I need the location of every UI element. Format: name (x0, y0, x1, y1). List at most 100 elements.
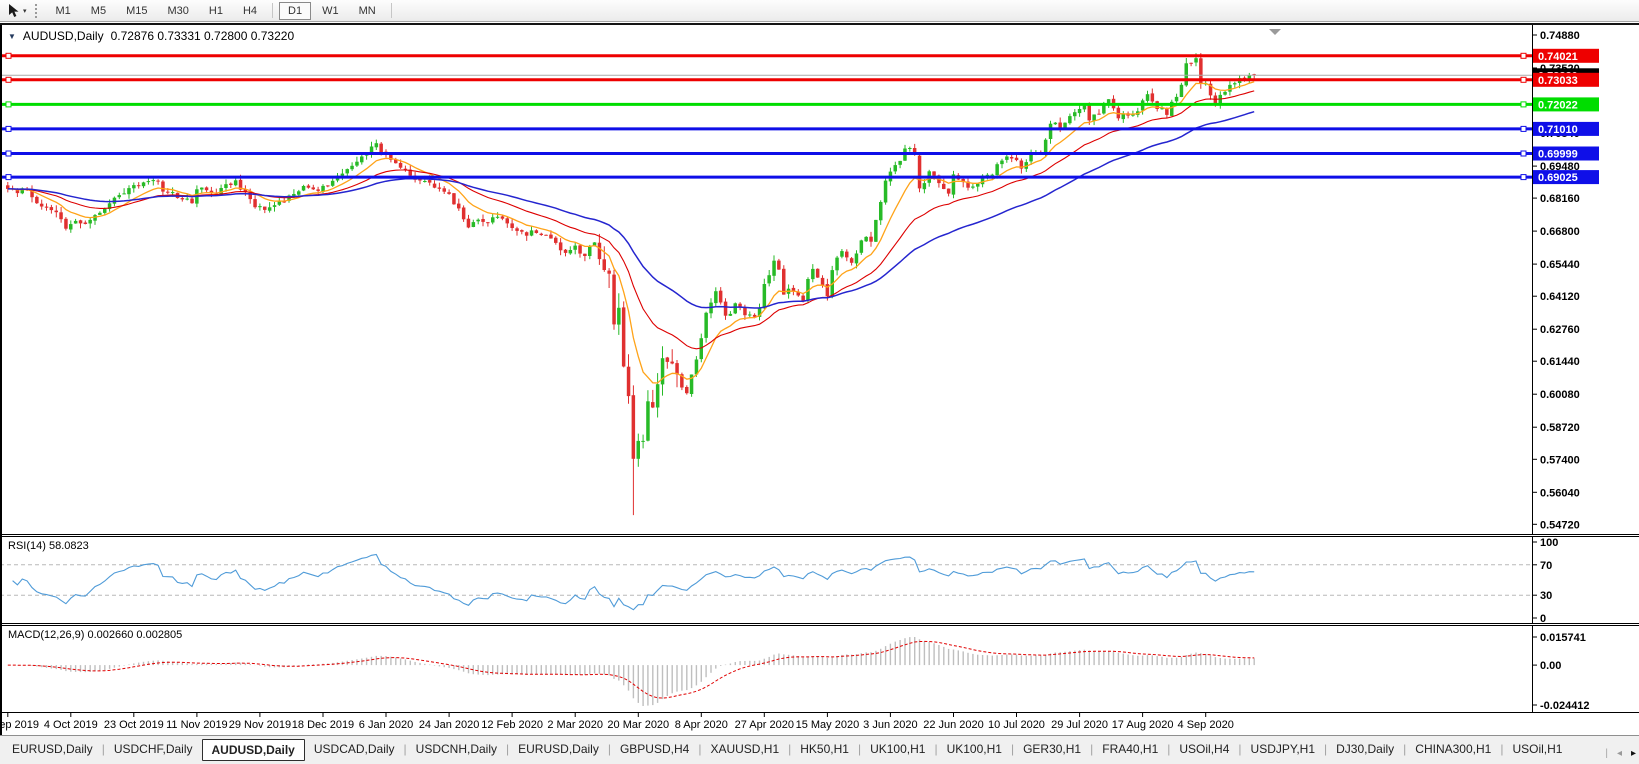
macd-axis-label: 0.015741 (1540, 632, 1586, 644)
scroll-tabs-right-icon[interactable]: ▸ (1630, 748, 1636, 759)
candle-body (204, 187, 209, 191)
collapse-triangle-icon[interactable]: ▼ (8, 31, 16, 41)
candle-body (796, 291, 800, 296)
ma-line-25 (7, 90, 1255, 350)
price-tag-label: 0.73033 (1538, 75, 1578, 87)
rsi-indicator-label: RSI(14) 58.0823 (8, 540, 89, 552)
candle-body (549, 234, 553, 239)
chart-tab-fra40-h1[interactable]: FRA40,H1 (1102, 742, 1159, 756)
chart-tab-dj30-daily[interactable]: DJ30,Daily (1336, 742, 1395, 756)
candle-body (59, 212, 63, 220)
chart-tab-usdjpy-h1[interactable]: USDJPY,H1 (1250, 742, 1316, 756)
level-handle[interactable] (5, 76, 12, 83)
chart-tab-usoil-h4[interactable]: USOil,H4 (1179, 742, 1230, 756)
chart-tab-uk100-h1[interactable]: UK100,H1 (946, 742, 1002, 756)
chart-tab-ger30-h1[interactable]: GER30,H1 (1023, 742, 1082, 756)
timeframe-button-m5[interactable]: M5 (90, 4, 107, 17)
chart-tab-usdcad-daily[interactable]: USDCAD,Daily (313, 742, 395, 756)
level-handle[interactable] (5, 174, 12, 181)
candle-body (573, 245, 577, 250)
timeframe-button-mn[interactable]: MN (358, 4, 376, 17)
tab-separator: | (1324, 742, 1328, 756)
timeframe-button-d1[interactable]: D1 (279, 1, 312, 20)
chart-tab-usdchf-daily[interactable]: USDCHF,Daily (113, 742, 193, 756)
tab-separator: | (1090, 742, 1094, 756)
candle-body (1174, 96, 1179, 102)
candle-body (971, 186, 975, 188)
tab-separator: | (1605, 748, 1608, 759)
candle-body (185, 198, 189, 200)
candle-body (757, 307, 762, 317)
level-handle[interactable] (5, 52, 12, 59)
candle-body (107, 203, 112, 209)
timeframe-button-m1[interactable]: M1 (55, 4, 71, 17)
chart-canvas[interactable]: 0.748800.735200.721600.708400.694800.681… (0, 25, 1639, 735)
chart-tab-china300-h1[interactable]: CHINA300,H1 (1415, 742, 1492, 756)
price-tag (1533, 97, 1599, 112)
candle-body (946, 188, 951, 194)
candle-body (782, 268, 786, 295)
chart-tab-eurusd-daily[interactable]: EURUSD,Daily (12, 742, 93, 756)
timeframe-button-m30[interactable]: M30 (167, 4, 189, 17)
candle-body (607, 270, 611, 274)
candle-body (427, 180, 432, 183)
chart-tab-eurusd-daily[interactable]: EURUSD,Daily (518, 742, 599, 756)
pane-separator[interactable] (0, 534, 1639, 537)
level-handle[interactable] (5, 125, 12, 132)
candle-body (563, 249, 568, 253)
pane-separator[interactable] (0, 623, 1639, 626)
level-handle[interactable] (1520, 52, 1527, 59)
chart-tab-usdcnh-daily[interactable]: USDCNH,Daily (415, 742, 498, 756)
chart-tab-gbpusd-h4[interactable]: GBPUSD,H4 (619, 742, 690, 756)
level-handle[interactable] (5, 101, 12, 108)
time-axis-label: 11 Nov 2019 (166, 719, 228, 731)
candle-body (849, 258, 854, 263)
candle-body (98, 212, 102, 215)
level-handle[interactable] (1520, 150, 1527, 157)
chart-tab-hk50-h1[interactable]: HK50,H1 (800, 742, 849, 756)
timeframe-button-m15[interactable]: M15 (126, 4, 148, 17)
candle-body (1121, 113, 1125, 120)
tab-separator: | (403, 742, 407, 756)
candle-body (233, 180, 238, 186)
chart-tab-usoil-h1[interactable]: USOil,H1 (1512, 742, 1563, 756)
chart-tab-uk100-h1[interactable]: UK100,H1 (870, 742, 926, 756)
candle-body (170, 192, 175, 194)
price-tag-label: 0.72022 (1538, 99, 1578, 111)
level-handle[interactable] (1520, 125, 1527, 132)
level-handle[interactable] (1520, 101, 1527, 108)
candle-body (1199, 58, 1203, 84)
candle-body (1009, 157, 1014, 159)
price-tag (1533, 121, 1599, 136)
candle-body (845, 251, 849, 258)
candle-body (641, 440, 645, 442)
candle-body (1000, 160, 1004, 165)
candle-body (1247, 75, 1252, 80)
candle-body (568, 250, 573, 254)
time-axis-label: 17 Aug 2020 (1112, 719, 1174, 731)
level-handle[interactable] (1520, 76, 1527, 83)
cursor-tool-button[interactable]: ▾ (0, 0, 32, 21)
level-handle[interactable] (5, 150, 12, 157)
time-axis-label: 29 Jul 2020 (1051, 719, 1108, 731)
time-axis-label: 4 Oct 2019 (44, 719, 98, 731)
chart-tab-audusd-daily[interactable]: AUDUSD,Daily (201, 739, 305, 761)
timeframe-button-h1[interactable]: H1 (208, 4, 223, 17)
candle-body (699, 338, 703, 360)
price-tag-label: 0.71010 (1538, 124, 1578, 136)
time-axis-label: 8 Apr 2020 (675, 719, 728, 731)
timeframe-button-h4[interactable]: H4 (242, 4, 258, 17)
scroll-tabs-left-icon[interactable]: ◂ (1616, 748, 1622, 759)
chart-shift-marker[interactable] (1269, 29, 1281, 35)
candle-body (869, 236, 873, 242)
candle-body (156, 180, 160, 182)
timeframe-button-w1[interactable]: W1 (322, 4, 339, 17)
price-axis: 0.748800.735200.721600.708400.694800.681… (1532, 25, 1599, 713)
level-handle[interactable] (1520, 174, 1527, 181)
price-tag (1533, 146, 1599, 161)
ma-line-10 (7, 81, 1255, 384)
candle-body (602, 259, 606, 270)
rsi-axis-label: 100 (1540, 537, 1558, 549)
chart-tab-xauusd-h1[interactable]: XAUUSD,H1 (710, 742, 780, 756)
